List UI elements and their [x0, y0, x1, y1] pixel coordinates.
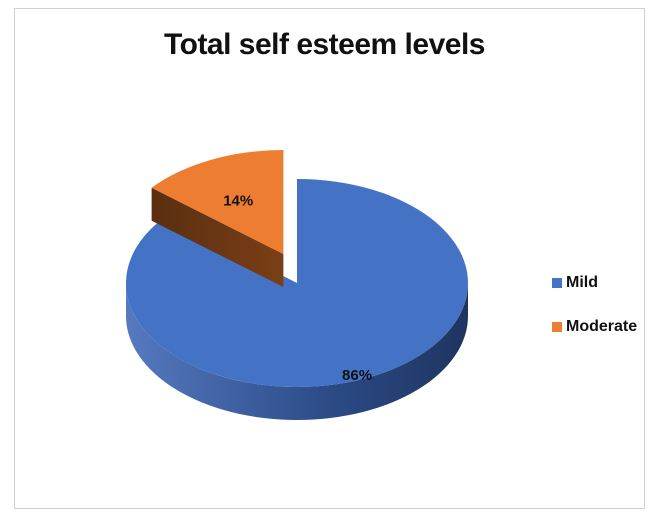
legend-swatch-mild [552, 278, 562, 288]
data-label-moderate: 14% [223, 193, 253, 210]
legend-swatch-moderate [552, 322, 562, 332]
chart-legend: Mild Moderate [552, 270, 637, 358]
legend-label-moderate: Moderate [566, 318, 638, 335]
pie-slice-mild [126, 179, 469, 387]
legend-item-moderate: Moderate [552, 314, 637, 340]
pie-slice-mild-side [126, 283, 468, 420]
chart-title: Total self esteem levels [164, 28, 485, 61]
legend-item-mild: Mild [552, 270, 637, 296]
data-label-mild: 86% [342, 367, 372, 384]
pie-slice-moderate [151, 150, 284, 255]
legend-label-mild: Mild [566, 274, 598, 291]
pie-slice-moderate-side-left [151, 187, 284, 288]
